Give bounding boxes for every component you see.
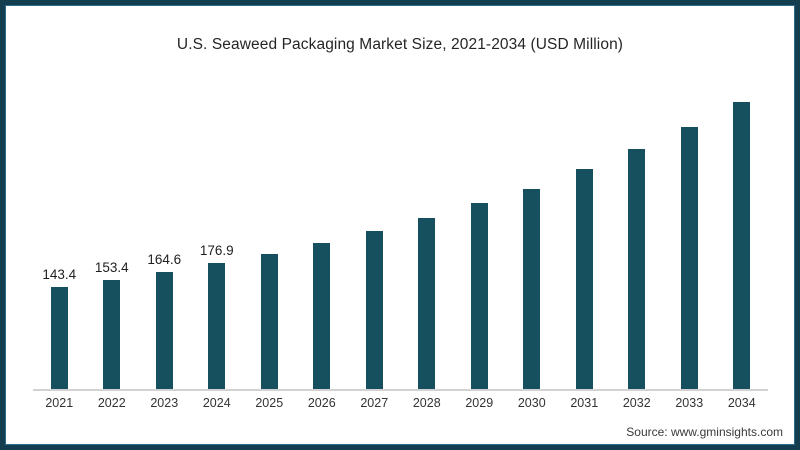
bar-column [611, 89, 664, 390]
x-tick-label: 2024 [202, 396, 231, 410]
bar [680, 127, 698, 390]
x-tick-label: 2023 [150, 396, 179, 410]
bar [733, 101, 751, 390]
source-text: Source: www.gminsights.com [626, 425, 783, 439]
bar-value-label: 153.4 [94, 259, 129, 275]
x-axis-line [33, 389, 768, 391]
x-tick-label: 2027 [360, 396, 389, 410]
x-tick-label: 2030 [517, 396, 546, 410]
bar-column [401, 89, 454, 390]
bars-container: 143.4 153.4 164.6 176.9 [33, 89, 768, 390]
bar-column [348, 89, 401, 390]
x-tick-label: 2028 [412, 396, 441, 410]
bar [208, 263, 226, 390]
bar-column: 164.6 [138, 89, 191, 390]
bar [50, 287, 68, 390]
bar-column [453, 89, 506, 390]
bar [103, 280, 121, 390]
x-tick-label: 2031 [570, 396, 599, 410]
x-tick-label: 2029 [465, 396, 494, 410]
bar-column: 153.4 [86, 89, 139, 390]
bar-column [558, 89, 611, 390]
bar-column [716, 89, 769, 390]
x-axis-labels: 2021 2022 2023 2024 2025 2026 2027 2028 2029 2030… [33, 396, 768, 410]
bar-column [506, 89, 559, 390]
bar-column: 176.9 [191, 89, 244, 390]
chart-title: U.S. Seaweed Packaging Market Size, 2021… [176, 36, 624, 53]
bar-column [663, 89, 716, 390]
x-tick-label: 2034 [727, 396, 756, 410]
bar [575, 169, 593, 390]
bar [523, 188, 541, 390]
bar-value-label: 164.6 [147, 251, 182, 267]
bar [470, 203, 488, 390]
bar-column [243, 89, 296, 390]
bar-value-label: 143.4 [42, 266, 77, 282]
x-tick-label: 2033 [675, 396, 704, 410]
bar [418, 218, 436, 390]
x-tick-label: 2022 [97, 396, 126, 410]
bar [260, 253, 278, 390]
bar [628, 149, 646, 390]
bar-column [296, 89, 349, 390]
bar-column: 143.4 [33, 89, 86, 390]
x-tick-label: 2026 [307, 396, 336, 410]
bar [365, 230, 383, 390]
x-tick-label: 2021 [45, 396, 74, 410]
bar-value-label: 176.9 [199, 242, 234, 258]
plot-area: 143.4 153.4 164.6 176.9 [33, 89, 768, 390]
bar [155, 272, 173, 390]
bar [313, 243, 331, 390]
x-tick-label: 2025 [255, 396, 284, 410]
x-tick-label: 2032 [622, 396, 651, 410]
